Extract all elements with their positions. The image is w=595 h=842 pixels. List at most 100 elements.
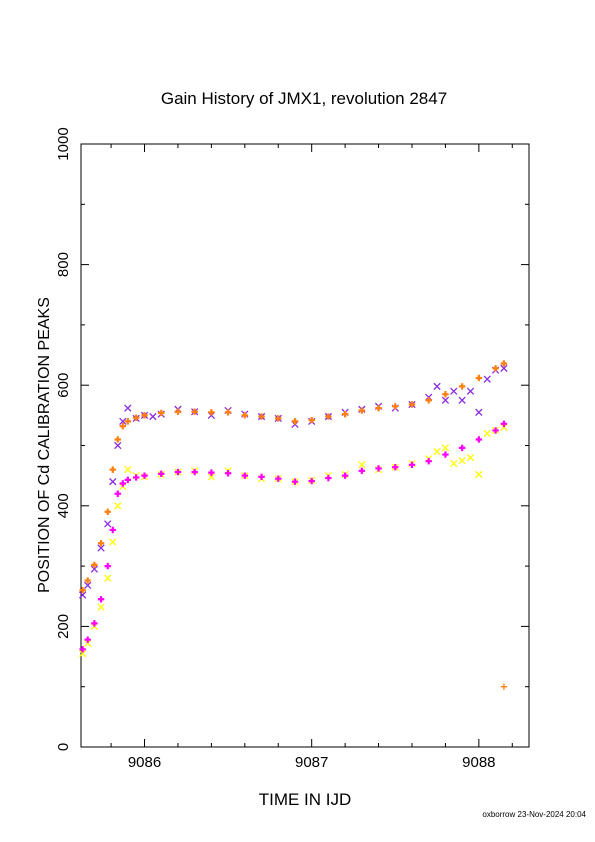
- data-point: [124, 418, 132, 425]
- data-point: [458, 456, 466, 465]
- x-tick-label: 9086: [128, 754, 161, 771]
- data-point: [408, 461, 416, 468]
- data-point: [79, 646, 86, 653]
- data-point: [275, 415, 282, 422]
- series-3: [79, 420, 508, 653]
- data-point: [124, 476, 132, 484]
- data-point: [97, 603, 105, 611]
- data-point: [358, 407, 366, 414]
- data-marks: [79, 360, 508, 690]
- data-point: [224, 470, 232, 477]
- data-point: [475, 374, 483, 382]
- data-point: [500, 420, 508, 427]
- data-point: [79, 587, 86, 594]
- y-axis-label: POSITION OF Cd CALIBRATION PEAKS: [36, 297, 53, 593]
- data-point: [191, 408, 198, 415]
- data-point: [308, 416, 315, 424]
- data-point: [441, 396, 450, 404]
- data-point: [291, 418, 299, 425]
- data-point: [375, 465, 382, 472]
- data-point: [475, 470, 483, 479]
- data-point: [475, 436, 483, 443]
- y-tick-label: 1000: [55, 127, 72, 160]
- data-point: [119, 480, 126, 487]
- data-point: [207, 473, 216, 481]
- data-point: [450, 387, 458, 395]
- x-tick-label: 9087: [295, 754, 328, 771]
- data-point: [475, 408, 483, 416]
- data-point: [119, 417, 127, 426]
- y-tick-label: 0: [55, 743, 72, 751]
- data-point: [341, 410, 349, 418]
- data-point: [114, 502, 122, 510]
- data-point: [97, 596, 105, 603]
- data-point: [124, 465, 132, 474]
- data-point: [500, 683, 508, 690]
- data-point: [241, 472, 249, 479]
- data-point: [109, 466, 116, 473]
- data-point: [90, 565, 99, 573]
- y-tick-label: 600: [55, 373, 72, 398]
- x-axis-label: TIME IN IJD: [259, 790, 352, 809]
- data-point: [104, 574, 112, 582]
- data-point: [191, 468, 198, 476]
- data-point: [442, 391, 449, 398]
- y-tick-label: 200: [55, 614, 72, 639]
- data-point: [483, 429, 491, 438]
- series-1: [79, 360, 508, 594]
- x-tick-label: 9088: [462, 754, 495, 771]
- data-point: [149, 412, 157, 421]
- data-point: [119, 423, 126, 430]
- data-point: [492, 427, 499, 434]
- data-point: [97, 539, 105, 547]
- data-point: [258, 413, 265, 420]
- data-point: [392, 464, 399, 471]
- data-point: [500, 360, 508, 367]
- data-point: [84, 639, 92, 647]
- data-point: [174, 468, 182, 476]
- data-point: [358, 467, 366, 475]
- data-point: [132, 474, 140, 481]
- data-point: [425, 397, 432, 404]
- data-point: [450, 459, 458, 468]
- data-point: [500, 423, 508, 432]
- axis-ticks: 0 200 400 600 800 1000 9086 9087 9088: [55, 127, 529, 771]
- data-point: [275, 475, 282, 482]
- data-point: [325, 413, 332, 420]
- data-point: [392, 403, 399, 410]
- data-point: [291, 478, 299, 485]
- y-tick-label: 400: [55, 493, 72, 518]
- data-point: [433, 382, 441, 391]
- data-point: [104, 520, 112, 528]
- data-point: [91, 561, 98, 569]
- data-point: [114, 441, 122, 450]
- data-point: [458, 444, 466, 452]
- data-point: [308, 477, 315, 485]
- data-point: [79, 591, 87, 599]
- data-point: [132, 414, 140, 421]
- data-point: [79, 649, 87, 658]
- data-point: [433, 447, 441, 456]
- footer-credit: oxborrow 23-Nov-2024 20:04: [482, 810, 586, 819]
- data-point: [104, 562, 111, 570]
- data-point: [91, 620, 98, 627]
- data-point: [84, 636, 91, 643]
- data-point: [114, 436, 121, 443]
- data-point: [500, 364, 508, 372]
- data-point: [483, 375, 491, 383]
- data-point: [458, 396, 466, 404]
- data-point: [124, 404, 132, 412]
- data-point: [466, 387, 475, 395]
- data-point: [425, 457, 432, 465]
- data-point: [97, 544, 105, 552]
- data-point: [84, 577, 91, 584]
- data-point: [208, 469, 215, 476]
- data-point: [325, 474, 332, 482]
- series-2: [79, 423, 508, 658]
- data-point: [241, 412, 249, 419]
- data-point: [458, 383, 466, 390]
- data-point: [492, 365, 499, 372]
- data-point: [141, 412, 148, 419]
- data-point: [358, 461, 366, 469]
